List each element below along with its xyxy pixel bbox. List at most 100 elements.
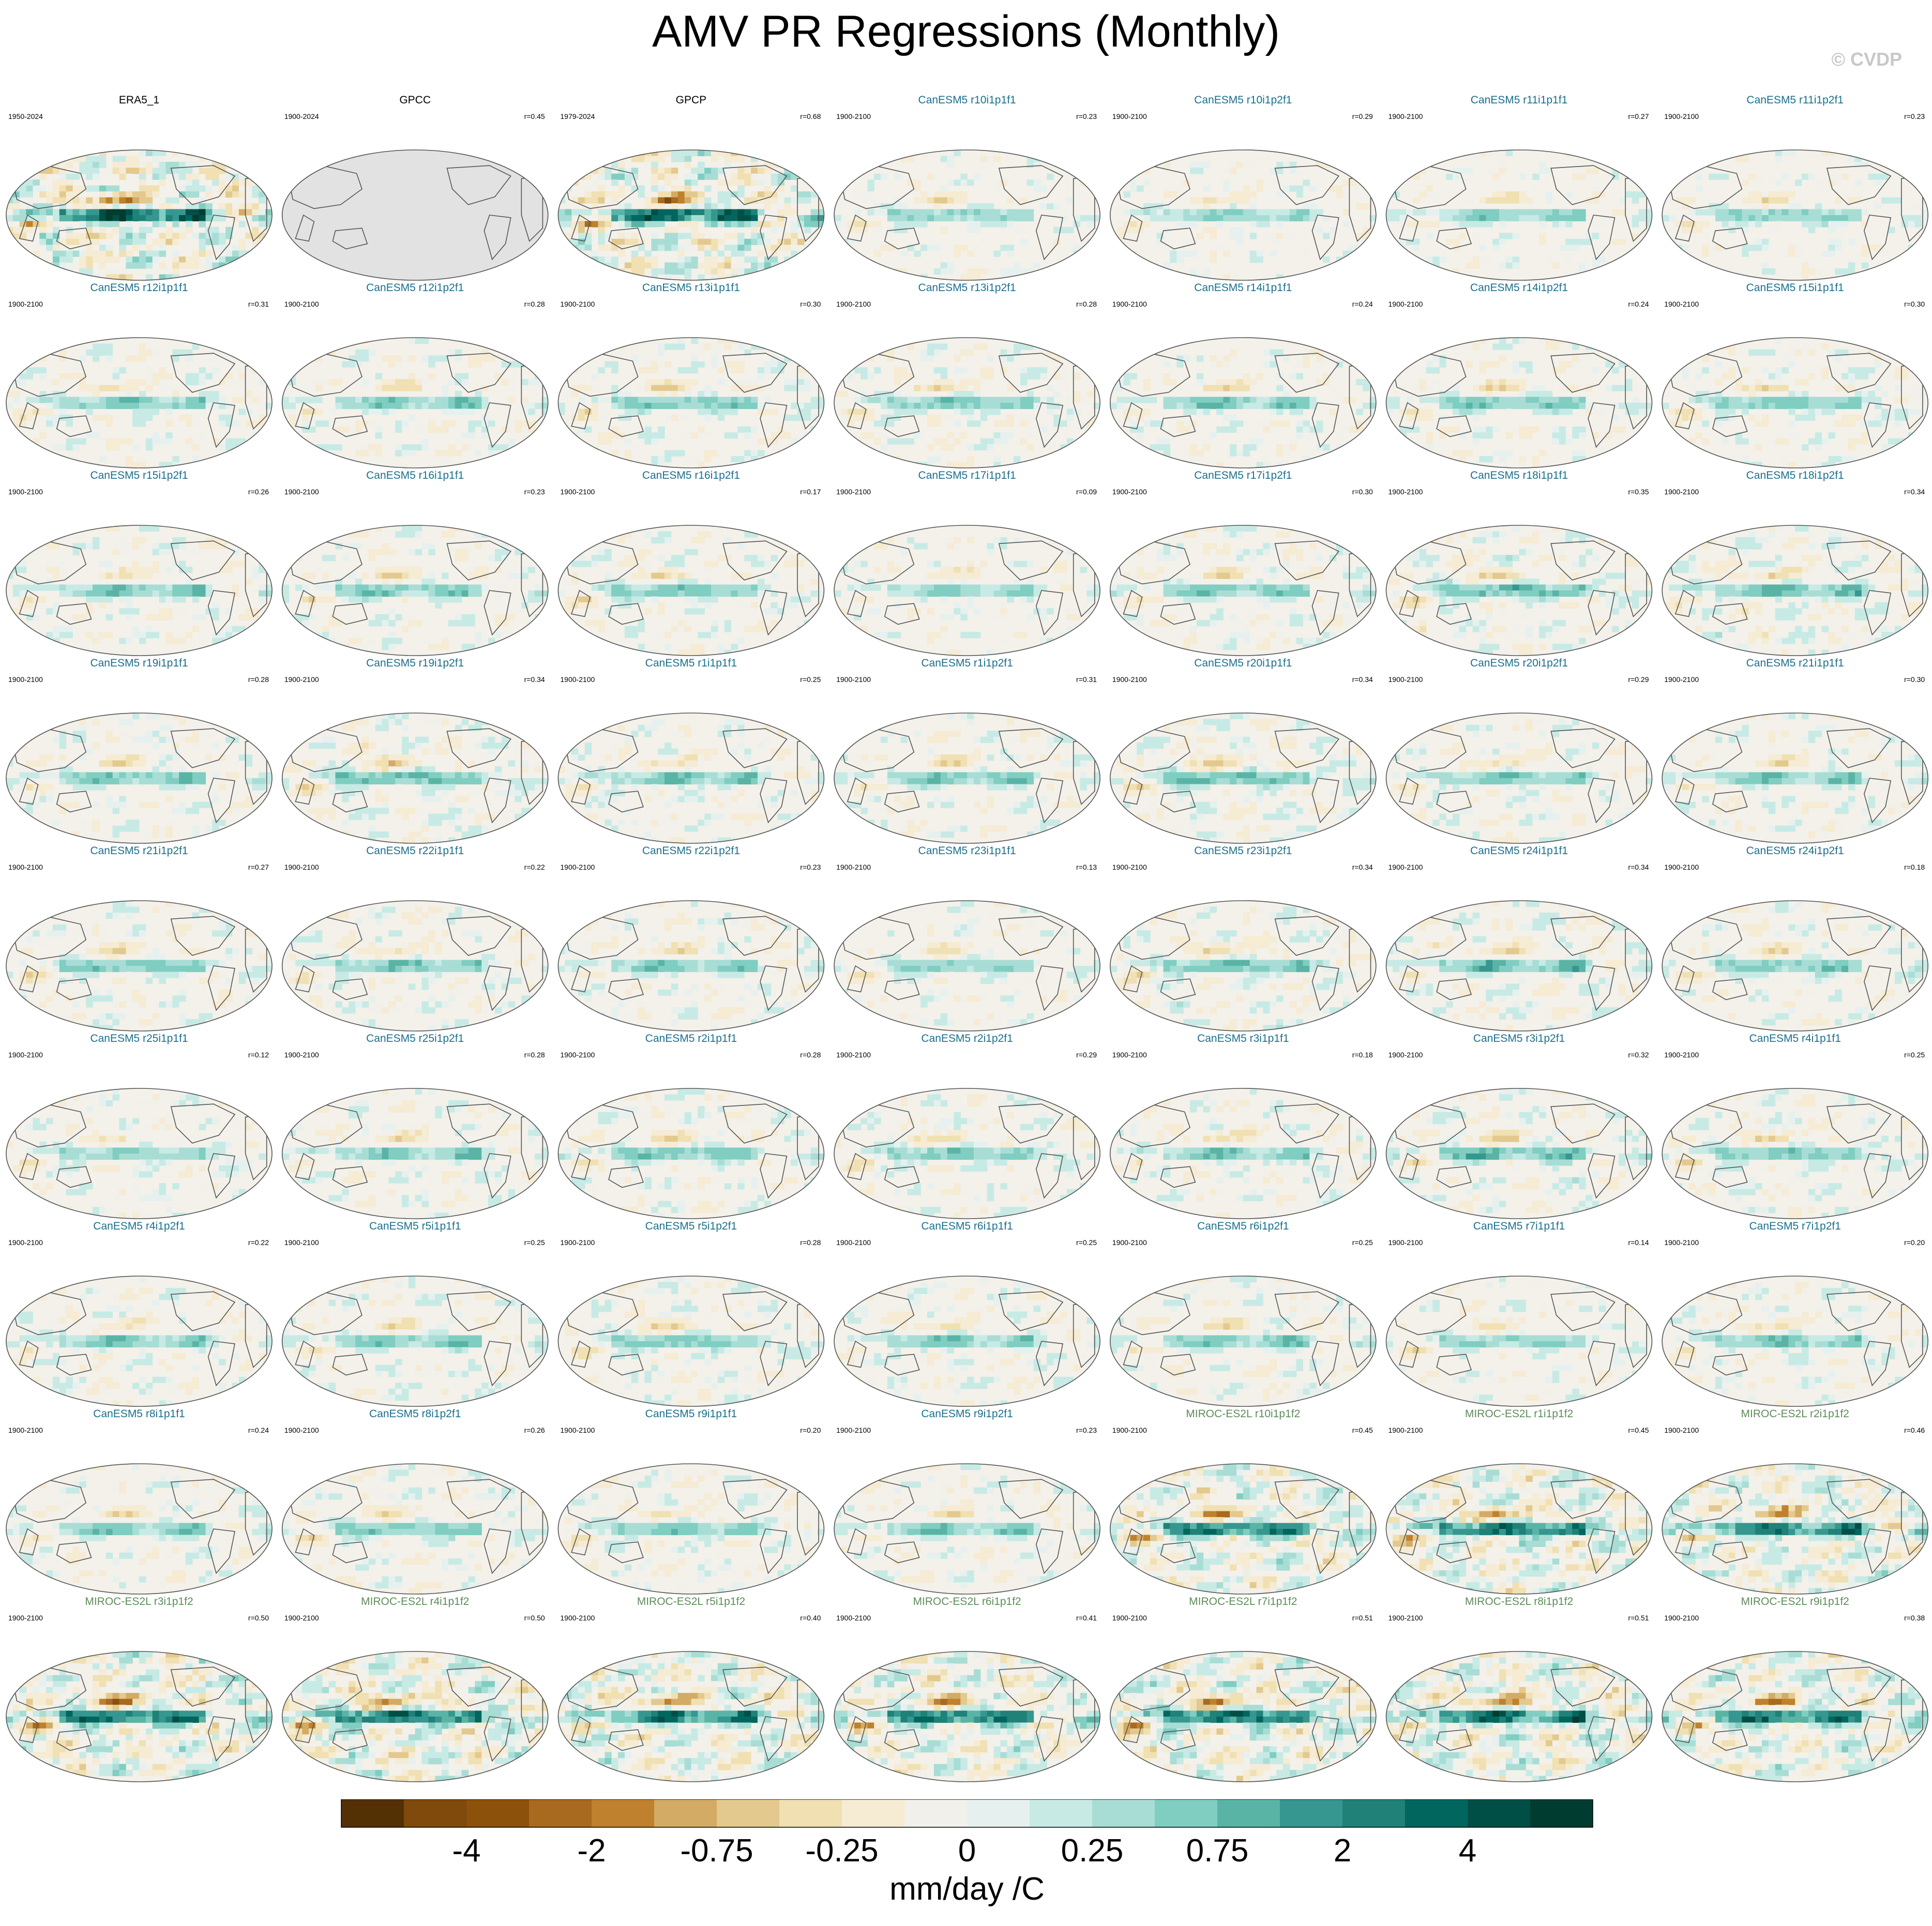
- panel-title: CanESM5 r25i1p2f1: [366, 1033, 464, 1044]
- panel-period: 1900-2100: [836, 675, 871, 684]
- panel-correlation: r=0.29: [1628, 675, 1649, 684]
- panel-period: 1979-2024: [560, 112, 595, 120]
- panel-correlation: r=0.25: [1352, 1238, 1373, 1247]
- panel-period: 1900-2100: [836, 112, 871, 120]
- panel-period: 1900-2100: [1664, 675, 1699, 684]
- colorbar-swatch: [904, 1799, 968, 1827]
- panel-title: CanESM5 r12i1p2f1: [366, 282, 464, 294]
- panel-title: CanESM5 r17i1p2f1: [1194, 469, 1292, 481]
- panel-period: 1900-2100: [836, 1051, 871, 1059]
- panel-period: 1900-2100: [8, 863, 43, 871]
- panel-correlation: r=0.32: [1628, 1051, 1649, 1059]
- panel-title: MIROC-ES2L r10i1p1f2: [1186, 1408, 1300, 1420]
- panel-title: CanESM5 r16i1p2f1: [642, 469, 740, 481]
- panel-title: MIROC-ES2L r6i1p1f2: [913, 1596, 1021, 1607]
- panel-period: 1900-2100: [560, 488, 595, 496]
- panel-title: CanESM5 r6i1p2f1: [1197, 1220, 1289, 1232]
- colorbar-swatch: [1030, 1799, 1093, 1827]
- colorbar-swatch: [341, 1799, 404, 1827]
- panel-title: CanESM5 r11i1p1f1: [1471, 94, 1568, 106]
- panel-period: 1900-2100: [8, 1051, 43, 1059]
- panel-title: CanESM5 r21i1p2f1: [90, 845, 188, 857]
- panel-correlation: r=0.22: [248, 1238, 269, 1247]
- panel-period: 1900-2100: [1388, 1614, 1423, 1622]
- panel-period: 1900-2100: [8, 488, 43, 496]
- panel-title: CanESM5 r9i1p1f1: [645, 1408, 737, 1420]
- panel-period: 1900-2100: [1664, 1614, 1699, 1622]
- colorbar-swatch: [592, 1799, 655, 1827]
- panel-period: 1900-2100: [284, 675, 319, 684]
- panel-period: 1900-2100: [560, 675, 595, 684]
- panel-period: 1900-2100: [836, 488, 871, 496]
- panel-title: CanESM5 r15i1p1f1: [1746, 282, 1844, 294]
- panel-correlation: r=0.28: [800, 1051, 821, 1059]
- panel-period: 1900-2100: [284, 863, 319, 871]
- colorbar-tick-label: 0: [958, 1833, 976, 1869]
- colorbar-swatch: [1217, 1799, 1280, 1827]
- colorbar-swatch: [967, 1799, 1030, 1827]
- panel-period: 1900-2100: [836, 1614, 871, 1622]
- panel-period: 1900-2100: [284, 1426, 319, 1434]
- panel-correlation: r=0.29: [1352, 112, 1373, 120]
- panel-title: CanESM5 r24i1p1f1: [1470, 845, 1568, 857]
- panel-correlation: r=0.12: [248, 1051, 269, 1059]
- panel-period: 1900-2100: [284, 1051, 319, 1059]
- panel-correlation: r=0.26: [524, 1426, 545, 1434]
- panel-period: 1900-2100: [560, 300, 595, 308]
- panel-correlation: r=0.28: [248, 675, 269, 684]
- panel-period: 1900-2100: [1388, 112, 1423, 120]
- panel-title: MIROC-ES2L r8i1p1f2: [1465, 1596, 1573, 1607]
- panel-correlation: r=0.24: [248, 1426, 269, 1434]
- panel-correlation: r=0.25: [1904, 1051, 1925, 1059]
- panel-title: CanESM5 r22i1p2f1: [642, 845, 740, 857]
- panel-period: 1900-2100: [1664, 300, 1699, 308]
- panel-correlation: r=0.51: [1352, 1614, 1373, 1622]
- panel-correlation: r=0.23: [524, 488, 545, 496]
- panel-title: ERA5_1: [119, 94, 159, 106]
- panel-title: CanESM5 r11i1p2f1: [1746, 94, 1844, 106]
- colorbar-swatch: [404, 1799, 467, 1827]
- panel-correlation: r=0.23: [1076, 112, 1097, 120]
- panel-correlation: r=0.25: [800, 675, 821, 684]
- panel-period: 1900-2100: [8, 675, 43, 684]
- panel-title: MIROC-ES2L r1i1p1f2: [1465, 1408, 1573, 1420]
- colorbar-swatch: [1468, 1799, 1531, 1827]
- panel-period: 1900-2100: [284, 1614, 319, 1622]
- colorbar-swatch: [842, 1799, 905, 1827]
- panel-period: 1900-2100: [1388, 488, 1423, 496]
- panel-correlation: r=0.23: [1904, 112, 1925, 120]
- panel-period: 1900-2100: [1388, 300, 1423, 308]
- map-panel: CanESM5 r10i1p2f1 1900-2100 r=0.29: [1110, 94, 1377, 281]
- panel-title: GPCC: [399, 94, 431, 106]
- panel-period: 1900-2100: [1112, 863, 1147, 871]
- panel-title: CanESM5 r10i1p2f1: [1194, 94, 1292, 106]
- colorbar-tick-label: 4: [1459, 1833, 1476, 1869]
- panel-title: CanESM5 r16i1p1f1: [366, 469, 464, 481]
- panel-title: MIROC-ES2L r3i1p1f2: [85, 1596, 193, 1607]
- panel-period: 1900-2100: [1112, 112, 1147, 120]
- panel-title: CanESM5 r1i1p1f1: [645, 657, 737, 669]
- panel-correlation: r=0.38: [1904, 1614, 1925, 1622]
- panel-title: CanESM5 r25i1p1f1: [90, 1033, 188, 1044]
- panel-title: CanESM5 r3i1p1f1: [1197, 1033, 1289, 1044]
- panel-period: 1900-2100: [560, 1238, 595, 1247]
- panel-correlation: r=0.14: [1628, 1238, 1649, 1247]
- panel-period: 1900-2100: [1664, 488, 1699, 496]
- panel-period: 1900-2100: [836, 300, 871, 308]
- colorbar-swatch: [1405, 1799, 1468, 1827]
